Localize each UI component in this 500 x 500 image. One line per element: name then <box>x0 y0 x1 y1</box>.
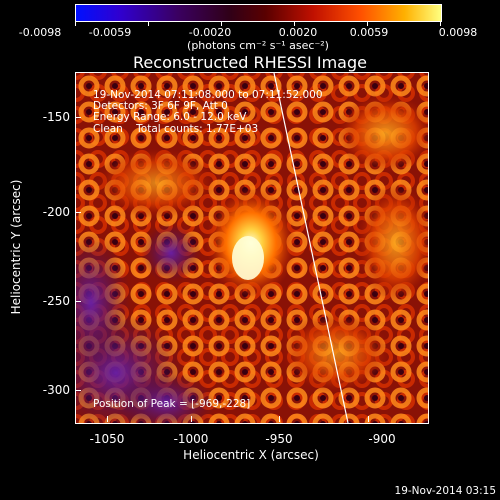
x-tick-label: -900 <box>368 432 396 446</box>
plot-title: Reconstructed RHESSI Image <box>133 53 367 72</box>
x-tick <box>368 416 369 422</box>
colorbar-units: (photons cm⁻² s⁻¹ asec⁻²) <box>187 39 329 52</box>
x-tick-label: -1050 <box>89 432 125 446</box>
x-tick <box>191 416 192 422</box>
time-range-label: 19-Nov-2014 07:11:08.000 to 07:11:52.000 <box>93 89 323 101</box>
image-canvas <box>76 73 428 423</box>
y-tick-label: -300 <box>42 383 70 397</box>
colorbar-tick <box>75 21 76 26</box>
colorbar-tick-label: 0.0020 <box>278 26 318 39</box>
y-tick-label: -150 <box>42 110 70 124</box>
colorbar-tick-label: -0.0098 <box>18 26 62 39</box>
peak-position-label: Position of Peak = [-969,-228] <box>93 398 251 410</box>
colorbar-tick-label: -0.0059 <box>88 26 132 39</box>
x-tick-label: -1000 <box>173 432 209 446</box>
energy-range-label: Energy Range: 6.0 - 12.0 keV <box>93 111 247 123</box>
x-tick-label: -950 <box>265 432 293 446</box>
colorbar-tick-label: -0.0020 <box>188 26 232 39</box>
x-tick <box>279 416 280 422</box>
solar-limb-line <box>273 73 349 423</box>
y-tick-label: -250 <box>42 294 70 308</box>
y-tick <box>75 117 81 118</box>
colorbar-tick <box>440 21 441 26</box>
rhessi-image: 19-Nov-2014 07:11:08.000 to 07:11:52.000… <box>75 72 429 424</box>
colorbar-tick-label: 0.0098 <box>438 26 478 39</box>
x-tick <box>107 416 108 422</box>
plot-timestamp: 19-Nov-2014 03:15 <box>394 485 496 497</box>
detectors-label: Detectors: 3F 6F 9F, Att 0 <box>93 100 228 112</box>
y-tick <box>75 301 81 302</box>
clean-counts-label: Clean Total counts: 1.77E+03 <box>93 123 259 135</box>
colorbar <box>75 4 442 22</box>
y-axis-title: Heliocentric Y (arcsec) <box>9 179 23 315</box>
x-axis-title: Heliocentric X (arcsec) <box>183 448 319 462</box>
y-tick <box>75 212 81 213</box>
colorbar-tick <box>221 21 222 26</box>
colorbar-tick <box>148 21 149 26</box>
colorbar-tick-label: 0.0059 <box>349 26 389 39</box>
y-tick <box>75 390 81 391</box>
y-tick-label: -200 <box>42 205 70 219</box>
colorbar-tick <box>367 21 368 26</box>
colorbar-tick <box>294 21 295 26</box>
